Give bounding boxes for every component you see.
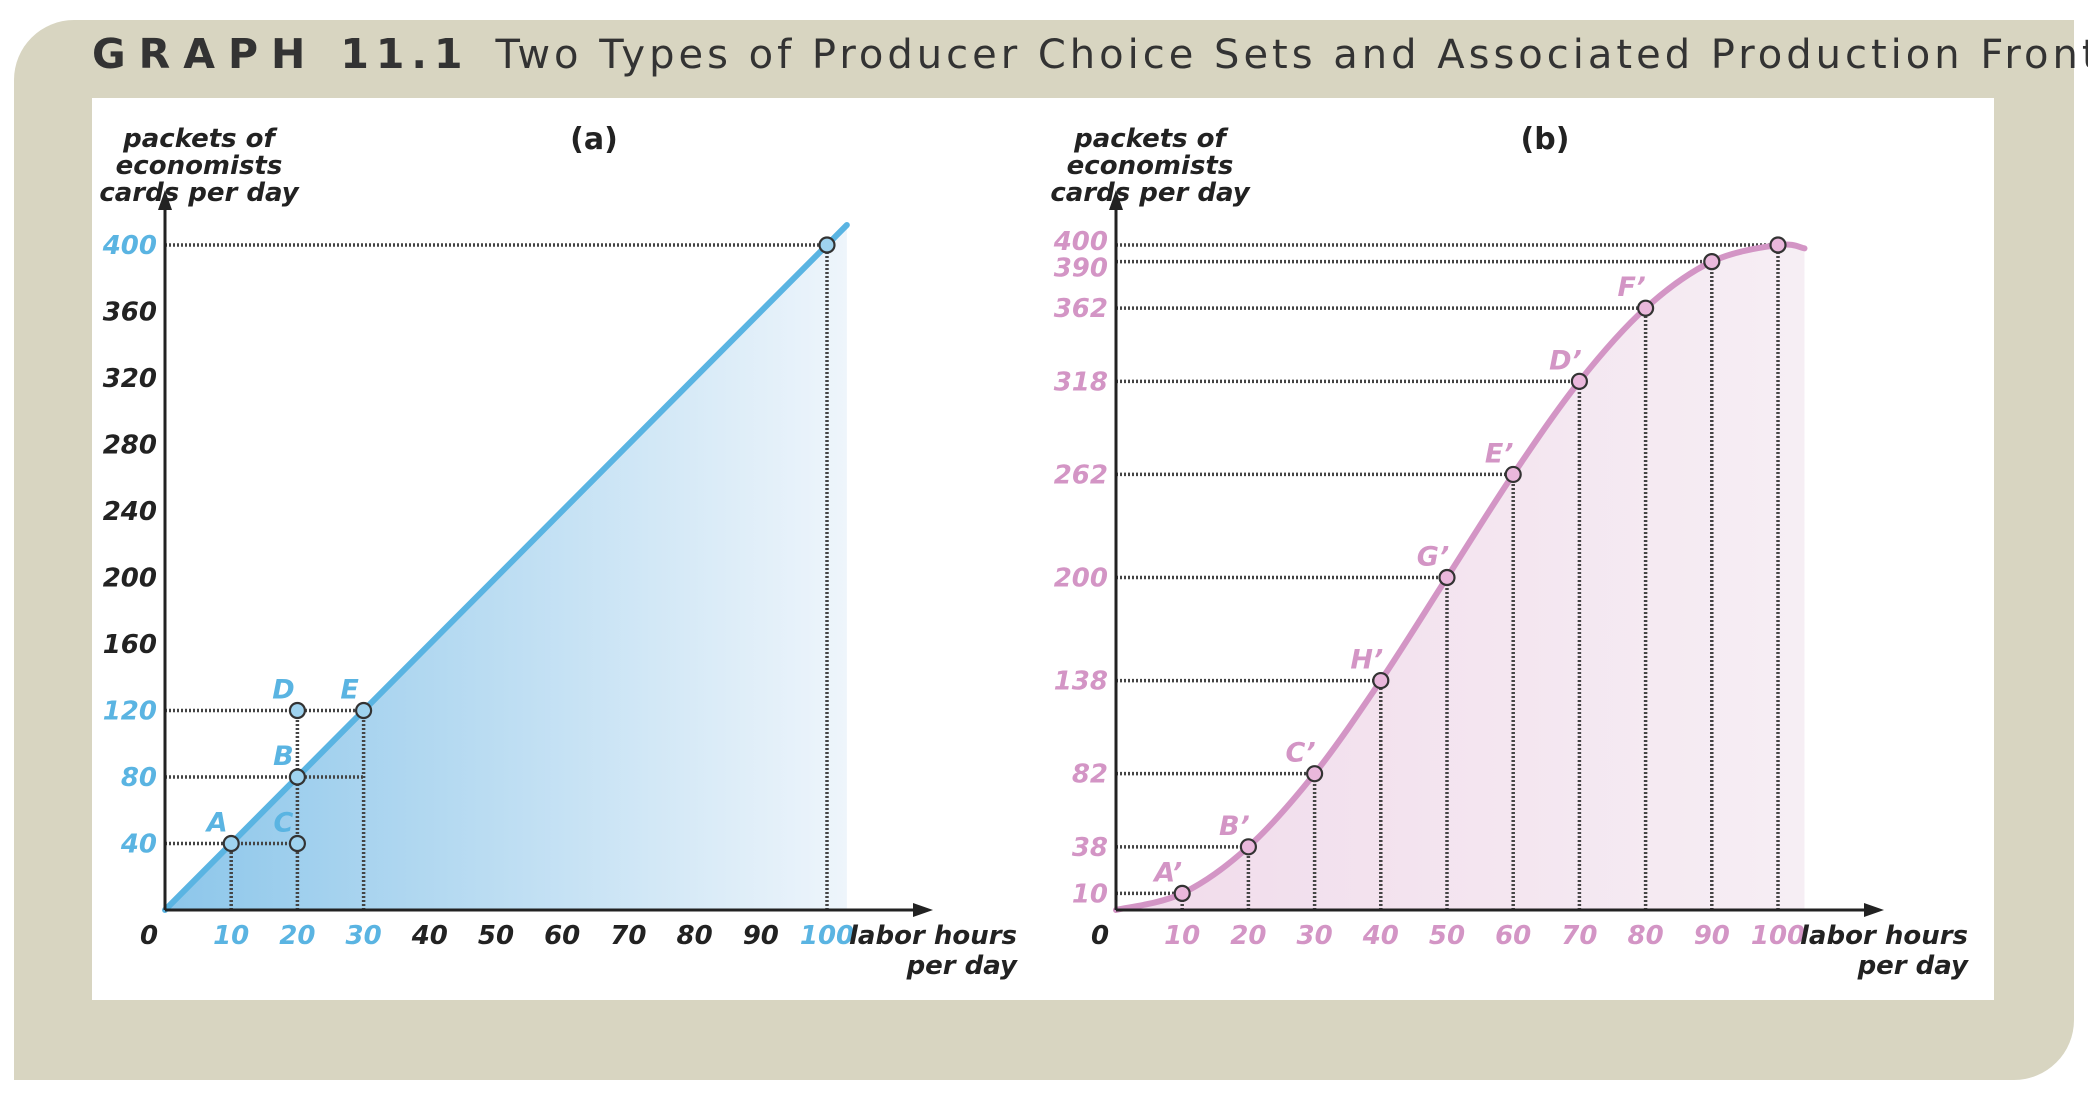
- chart-b-y-axis-arrow: [1109, 190, 1123, 210]
- chart-a-point-label-d: D: [272, 675, 294, 706]
- chart-b-x-tick-label-10: 10: [1164, 921, 1200, 951]
- chart-b-y-tick-label-390: 390: [1054, 254, 1108, 284]
- chart-a-x-tick-label-80: 80: [677, 921, 713, 951]
- chart-b-origin-label: 0: [1091, 921, 1109, 951]
- chart-a-point-label-b: B: [273, 741, 294, 772]
- chart-a-x-axis-title-line-1: per day: [906, 951, 1018, 981]
- chart-a-point-d: [288, 701, 306, 720]
- title-text: Two Types of Producer Choice Sets and As…: [495, 32, 2088, 78]
- chart-b-point-e: [1504, 465, 1522, 484]
- chart-a-y-axis-title-line-0: packets of: [122, 124, 278, 154]
- chart-a: 0 10 20 30 40 50 60 70 80 90 100 40 80 120 160 200 240 28…: [99, 122, 1018, 981]
- chart-a-x-tick-label-40: 40: [411, 921, 448, 951]
- chart-a-y-axis-title-line-1: economists: [116, 151, 283, 181]
- chart-b: 0 10 20 30 40 50 60 70 80 90 100 10 38 82 138 200 262 318…: [1050, 122, 1969, 981]
- chart-b-y-tick-label-82: 82: [1072, 760, 1108, 790]
- chart-a-point-a: [222, 834, 240, 853]
- chart-a-x-axis-title-line-0: labor hours: [849, 921, 1017, 951]
- chart-a-x-tick-label-100: 100: [800, 921, 854, 951]
- chart-b-point-d: [1570, 372, 1589, 390]
- chart-a-x-tick-label-90: 90: [743, 921, 779, 951]
- chart-a-y-tick-label-40: 40: [120, 830, 157, 860]
- chart-b-point-b: [1239, 838, 1257, 856]
- chart-a-y-tick-label-360: 360: [103, 298, 157, 328]
- chart-b-point-c: [1306, 765, 1324, 783]
- chart-b-y-axis-title-line-2: cards per day: [1050, 178, 1250, 208]
- chart-a-y-tick-label-120: 120: [103, 697, 157, 727]
- chart-b-choice-set-area: [1116, 244, 1805, 911]
- chart-b-x-tick-label-100: 100: [1751, 921, 1805, 951]
- chart-b-x-axis-title-line-1: per day: [1857, 951, 1969, 981]
- chart-b-x-tick-label-30: 30: [1297, 921, 1333, 951]
- chart-b-point-label-c: C’: [1286, 738, 1316, 769]
- chart-a-x-tick-label-10: 10: [213, 921, 249, 951]
- chart-b-x-axis-arrow: [1864, 903, 1884, 917]
- chart-b-point-label-d: D’: [1549, 345, 1582, 376]
- chart-b-y-tick-label-200: 200: [1054, 564, 1108, 594]
- chart-a-y-tick-label-320: 320: [103, 364, 157, 394]
- chart-a-y-tick-label-280: 280: [103, 431, 157, 461]
- chart-b-x-tick-label-40: 40: [1362, 921, 1399, 951]
- chart-b-y-axis-title-line-0: packets of: [1073, 124, 1229, 154]
- chart-b-point-f: [1636, 299, 1655, 317]
- chart-a-point-b: [288, 768, 306, 786]
- chart-b-point-g: [1438, 568, 1456, 587]
- chart-a-y-tick-label-160: 160: [103, 630, 157, 660]
- chart-b-point-label-b: B’: [1219, 811, 1250, 842]
- chart-a-panel-label: (a): [570, 122, 618, 157]
- chart-b-point-label-h: H’: [1350, 645, 1383, 676]
- chart-b-x-tick-label-90: 90: [1694, 921, 1730, 951]
- chart-a-x-tick-label-50: 50: [478, 921, 514, 951]
- chart-b-x-tick-label-20: 20: [1230, 921, 1266, 951]
- chart-b-y-axis-title-line-1: economists: [1067, 151, 1234, 181]
- chart-b-point-x90: [1703, 253, 1721, 271]
- chart-b-point-x100: [1769, 236, 1787, 254]
- chart-b-y-tick-label-38: 38: [1072, 833, 1108, 863]
- chart-b-point-label-a: A’: [1152, 857, 1182, 888]
- chart-a-point-label-c: C: [273, 808, 293, 839]
- chart-a-point-e: [355, 701, 373, 720]
- chart-b-y-tick-label-362: 362: [1054, 294, 1108, 324]
- chart-b-y-tick-label-138: 138: [1054, 667, 1108, 697]
- chart-b-y-tick-label-262: 262: [1054, 460, 1108, 490]
- chart-b-point-label-e: E’: [1485, 438, 1514, 469]
- chart-a-point-c: [288, 834, 306, 853]
- chart-b-point-label-g: G’: [1417, 542, 1449, 573]
- chart-b-y-tick-label-318: 318: [1054, 367, 1108, 397]
- chart-a-point-x100: [818, 236, 836, 254]
- chart-a-y-axis-arrow: [158, 190, 172, 210]
- chart-b-x-tick-label-60: 60: [1495, 921, 1531, 951]
- chart-b-point-label-f: F’: [1617, 272, 1645, 303]
- chart-a-y-tick-label-200: 200: [103, 564, 157, 594]
- chart-b-x-tick-label-50: 50: [1429, 921, 1465, 951]
- chart-a-y-tick-label-400: 400: [102, 231, 157, 261]
- chart-a-y-axis-title-line-2: cards per day: [99, 178, 299, 208]
- chart-b-x-tick-label-80: 80: [1628, 921, 1664, 951]
- chart-panel: 0 10 20 30 40 50 60 70 80 90 100 40 80 120 160 200 240 28…: [92, 98, 1994, 1000]
- chart-a-x-tick-label-70: 70: [610, 921, 646, 951]
- chart-a-x-tick-label-60: 60: [544, 921, 580, 951]
- chart-b-x-axis-title-line-0: labor hours: [1800, 921, 1968, 951]
- chart-a-x-axis-arrow: [913, 903, 933, 917]
- chart-b-y-tick-label-10: 10: [1072, 879, 1108, 909]
- chart-b-point-h: [1372, 671, 1390, 690]
- title-number: 11.1: [340, 30, 470, 78]
- chart-a-y-tick-label-240: 240: [103, 497, 157, 527]
- chart-a-y-tick-label-80: 80: [121, 763, 157, 793]
- chart-a-point-label-a: A: [205, 808, 228, 839]
- chart-b-x-tick-label-70: 70: [1561, 921, 1597, 951]
- chart-a-x-tick-label-30: 30: [346, 921, 382, 951]
- chart-a-origin-label: 0: [140, 921, 158, 951]
- chart-b-panel-label: (b): [1521, 122, 1570, 157]
- chart-b-point-a: [1173, 884, 1191, 902]
- chart-a-x-tick-label-20: 20: [279, 921, 315, 951]
- title-graph-label: GRAPH: [92, 30, 319, 78]
- chart-b-y-tick-label-400: 400: [1053, 227, 1108, 257]
- chart-a-point-label-e: E: [340, 675, 359, 706]
- figure-title: GRAPH 11.1 Two Types of Producer Choice …: [92, 30, 2088, 90]
